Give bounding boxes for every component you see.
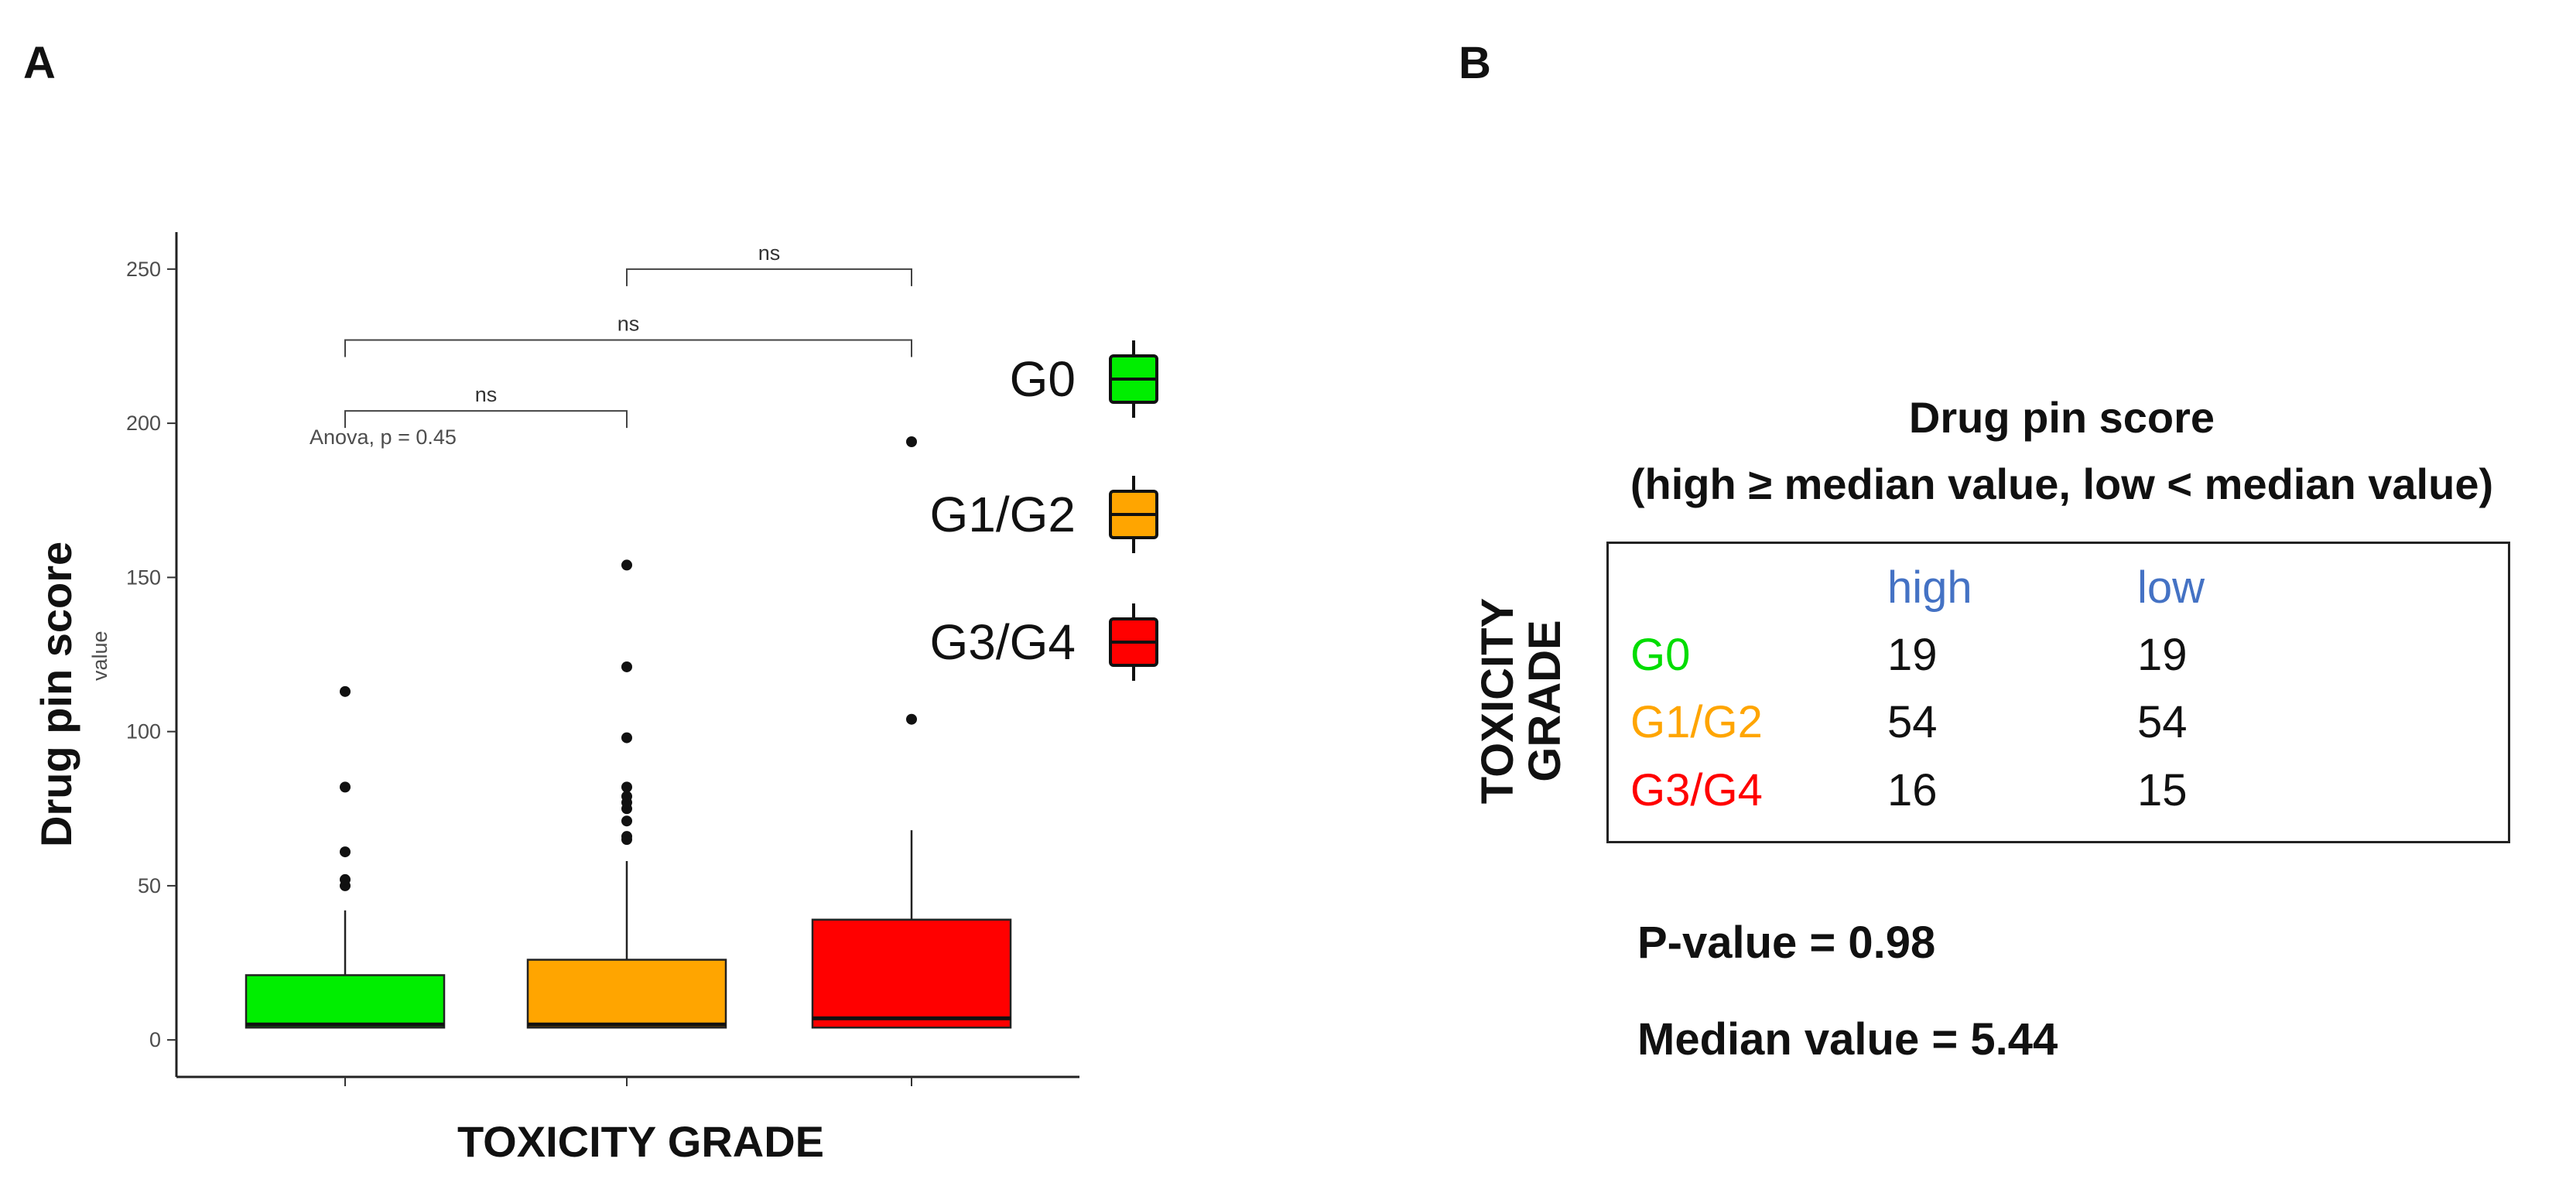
legend-label-0: G0: [1010, 351, 1076, 407]
cell-g1-g2-high: 54: [1887, 697, 1938, 747]
cell-g0-high: 19: [1887, 630, 1938, 680]
box-2: [811, 918, 1012, 1029]
outlier-point: [621, 661, 632, 672]
sig-bracket-0: [344, 410, 628, 429]
sig-label-0: ns: [475, 383, 498, 406]
legend-label-2: G3/G4: [929, 614, 1076, 670]
outlier-point: [621, 815, 632, 827]
cell-g3-g4-high: 16: [1887, 765, 1938, 815]
outlier-point: [621, 559, 632, 571]
table-side-title: TOXICITY GRADE: [1473, 585, 1574, 817]
legend-label-1: G1/G2: [929, 487, 1076, 542]
cell-g3-g4-low: 15: [2137, 765, 2188, 815]
row-label-g1-g2: G1/G2: [1630, 697, 1763, 747]
box-1: [526, 959, 727, 1029]
box-0: [245, 974, 446, 1029]
sig-label-1: ns: [617, 312, 640, 335]
y-tick-label: 0: [149, 1028, 161, 1051]
sig-bracket-2: [626, 268, 912, 286]
outlier-point: [340, 781, 351, 793]
y-tick-label: 200: [126, 412, 161, 435]
contingency-table: high low G0 19 19 G1/G2 54 54 G3/G4 16 1…: [1606, 542, 2510, 843]
y-axis-subtitle: value: [88, 631, 111, 681]
outlier-point: [340, 846, 351, 858]
boxplot-chart: 0 50 100 150 200 250 ns ns ns G0 G1/G2 G3/G4 Anov…: [32, 232, 1158, 1166]
outlier-point: [621, 781, 632, 793]
outlier-point: [906, 436, 917, 448]
outlier-point: [340, 873, 351, 885]
table-side-title-line2: GRADE: [1519, 620, 1570, 782]
median-value-text: Median value = 5.44: [1637, 1014, 2058, 1065]
y-tick-label: 50: [138, 874, 161, 897]
panel-label-a: A: [23, 38, 56, 88]
outlier-point: [340, 685, 351, 697]
outlier-point: [621, 732, 632, 743]
y-tick-label: 250: [126, 258, 161, 281]
p-value-text: P-value = 0.98: [1637, 918, 1936, 968]
outlier-point: [621, 831, 632, 843]
table-side-title-line1: TOXICITY: [1473, 597, 1523, 805]
y-tick-label: 150: [126, 566, 161, 589]
cell-g0-low: 19: [2137, 630, 2188, 680]
anova-annotation: Anova, p = 0.45: [310, 426, 457, 449]
x-axis-title: TOXICITY GRADE: [457, 1117, 824, 1166]
outlier-point: [906, 713, 917, 725]
y-axis-title: Drug pin score: [32, 542, 80, 847]
panel-label-b: B: [1459, 38, 1491, 88]
table-title-line2: (high ≥ median value, low < median value…: [1630, 460, 2494, 508]
col-header-high: high: [1887, 562, 1972, 613]
cell-g1-g2-low: 54: [2137, 697, 2188, 747]
sig-label-2: ns: [758, 241, 781, 265]
outlier-point: [621, 791, 632, 802]
y-tick-label: 100: [126, 720, 161, 743]
row-label-g3-g4: G3/G4: [1630, 765, 1763, 815]
table-title-line1: Drug pin score: [1908, 393, 2215, 442]
sig-bracket-1: [344, 339, 912, 357]
row-label-g0: G0: [1630, 630, 1691, 680]
col-header-low: low: [2137, 562, 2205, 613]
